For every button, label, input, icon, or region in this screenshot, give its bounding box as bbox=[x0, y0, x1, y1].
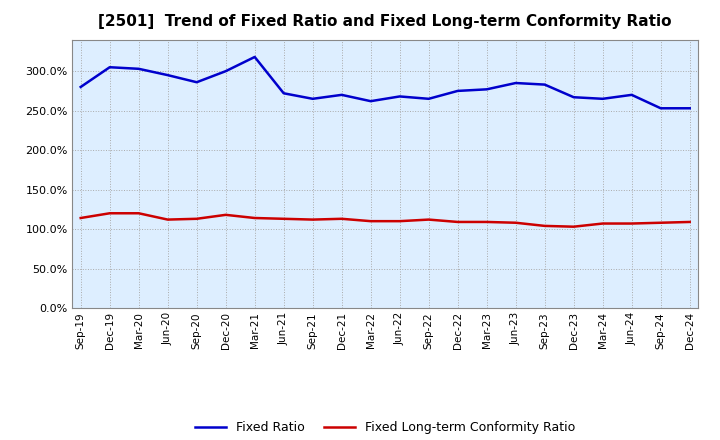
Fixed Ratio bbox=[482, 87, 491, 92]
Fixed Long-term Conformity Ratio bbox=[279, 216, 288, 221]
Fixed Ratio bbox=[685, 106, 694, 111]
Fixed Ratio bbox=[511, 81, 520, 86]
Fixed Long-term Conformity Ratio bbox=[135, 211, 143, 216]
Fixed Long-term Conformity Ratio bbox=[395, 219, 404, 224]
Fixed Long-term Conformity Ratio bbox=[105, 211, 114, 216]
Fixed Long-term Conformity Ratio bbox=[192, 216, 201, 221]
Fixed Long-term Conformity Ratio bbox=[163, 217, 172, 222]
Line: Fixed Long-term Conformity Ratio: Fixed Long-term Conformity Ratio bbox=[81, 213, 690, 227]
Fixed Ratio bbox=[338, 92, 346, 98]
Fixed Long-term Conformity Ratio bbox=[338, 216, 346, 221]
Fixed Ratio bbox=[541, 82, 549, 87]
Fixed Ratio bbox=[221, 69, 230, 74]
Line: Fixed Ratio: Fixed Ratio bbox=[81, 57, 690, 108]
Fixed Ratio bbox=[105, 65, 114, 70]
Fixed Long-term Conformity Ratio bbox=[598, 221, 607, 226]
Fixed Ratio bbox=[454, 88, 462, 94]
Fixed Ratio bbox=[395, 94, 404, 99]
Fixed Long-term Conformity Ratio bbox=[454, 219, 462, 224]
Fixed Long-term Conformity Ratio bbox=[221, 212, 230, 217]
Fixed Ratio bbox=[76, 84, 85, 90]
Title: [2501]  Trend of Fixed Ratio and Fixed Long-term Conformity Ratio: [2501] Trend of Fixed Ratio and Fixed Lo… bbox=[99, 14, 672, 29]
Fixed Ratio bbox=[135, 66, 143, 71]
Fixed Long-term Conformity Ratio bbox=[657, 220, 665, 225]
Fixed Ratio bbox=[627, 92, 636, 98]
Fixed Ratio bbox=[657, 106, 665, 111]
Fixed Long-term Conformity Ratio bbox=[482, 219, 491, 224]
Fixed Ratio bbox=[163, 73, 172, 78]
Fixed Long-term Conformity Ratio bbox=[424, 217, 433, 222]
Fixed Long-term Conformity Ratio bbox=[627, 221, 636, 226]
Fixed Long-term Conformity Ratio bbox=[308, 217, 317, 222]
Fixed Long-term Conformity Ratio bbox=[366, 219, 375, 224]
Fixed Long-term Conformity Ratio bbox=[511, 220, 520, 225]
Fixed Ratio bbox=[279, 91, 288, 96]
Fixed Long-term Conformity Ratio bbox=[685, 219, 694, 224]
Fixed Long-term Conformity Ratio bbox=[76, 215, 85, 220]
Fixed Ratio bbox=[598, 96, 607, 102]
Fixed Ratio bbox=[251, 54, 259, 59]
Legend: Fixed Ratio, Fixed Long-term Conformity Ratio: Fixed Ratio, Fixed Long-term Conformity … bbox=[190, 416, 580, 439]
Fixed Long-term Conformity Ratio bbox=[570, 224, 578, 229]
Fixed Ratio bbox=[570, 95, 578, 100]
Fixed Ratio bbox=[308, 96, 317, 102]
Fixed Ratio bbox=[424, 96, 433, 102]
Fixed Long-term Conformity Ratio bbox=[251, 215, 259, 220]
Fixed Ratio bbox=[192, 80, 201, 85]
Fixed Ratio bbox=[366, 99, 375, 104]
Fixed Long-term Conformity Ratio bbox=[541, 223, 549, 228]
